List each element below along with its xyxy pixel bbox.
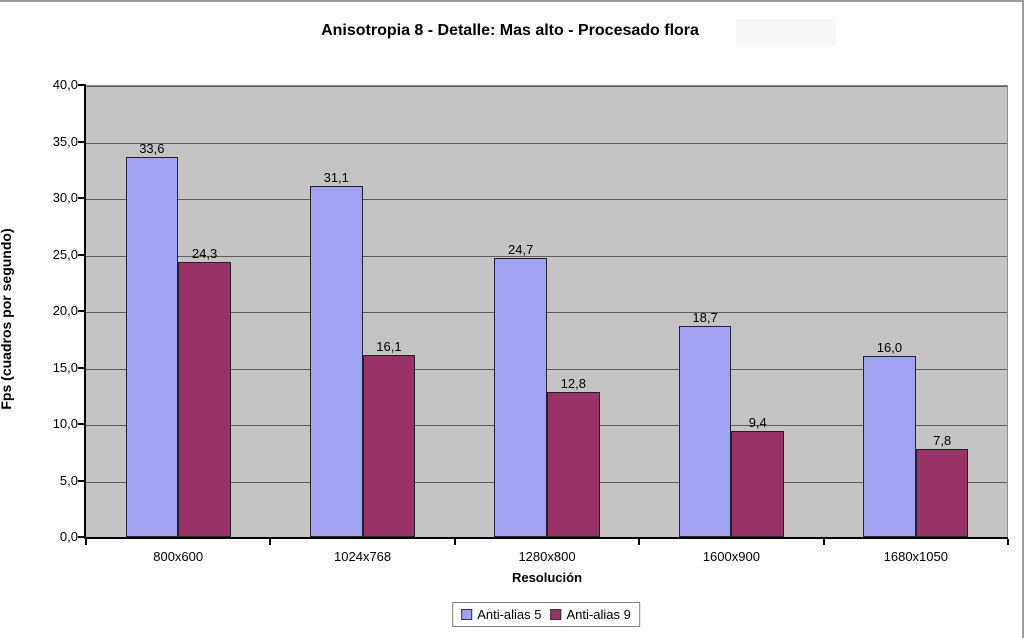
y-tick-mark xyxy=(78,197,84,199)
x-tick-mark xyxy=(638,539,641,545)
legend-swatch-icon xyxy=(461,609,473,620)
bar-anti-alias-5-1024x768 xyxy=(309,185,363,537)
bar-anti-alias-9-1280x800 xyxy=(547,392,600,537)
bar-anti-alias-5-1600x900 xyxy=(678,325,732,537)
bar-anti-alias-9-1024x768 xyxy=(362,355,416,537)
x-category-label-800x600: 800x600 xyxy=(153,549,204,564)
chart-title: Anisotropia 8 - Detalle: Mas alto - Proc… xyxy=(321,22,699,39)
x-category-label-1680x1050: 1680x1050 xyxy=(883,549,948,564)
y-tick-label-20,0: 20,0 xyxy=(52,303,78,318)
x-tick-mark xyxy=(269,539,272,545)
y-axis-line xyxy=(84,84,86,539)
y-tick-label-0,0: 0,0 xyxy=(59,529,78,544)
x-axis-line xyxy=(84,537,1008,539)
gridline-30,0 xyxy=(86,199,1007,200)
bar-value-label: 16,1 xyxy=(376,339,402,355)
y-tick-mark xyxy=(78,479,84,482)
y-tick-label-10,0: 10,0 xyxy=(52,416,78,431)
bar-anti-alias-9-1600x900 xyxy=(731,430,785,537)
gridline-40,0 xyxy=(86,86,1007,87)
legend-entry-anti-alias-9: Anti-alias 9 xyxy=(550,607,631,622)
x-axis-title: Resolución xyxy=(511,570,583,585)
y-tick-mark xyxy=(78,140,84,143)
gridline-25,0 xyxy=(86,255,1007,257)
bar-value-label: 12,8 xyxy=(560,376,586,392)
y-tick-label-15,0: 15,0 xyxy=(52,359,78,375)
y-tick-mark xyxy=(78,253,84,256)
bar-anti-alias-5-1280x800 xyxy=(494,257,547,537)
x-category-label-1280x800: 1280x800 xyxy=(518,549,576,564)
legend-swatch-icon xyxy=(550,609,562,620)
plot-area: 33,6 31,1 24,7 18,7 16,0 24,3 16,1 12,8 9,4 7,8 xyxy=(86,85,1008,537)
x-tick-mark xyxy=(453,539,456,545)
bar-anti-alias-5-1680x1050 xyxy=(863,356,916,537)
bar-anti-alias-5-800x600 xyxy=(125,157,179,537)
bar-value-label: 33,6 xyxy=(139,141,165,157)
bar-value-label: 24,3 xyxy=(191,246,218,262)
y-tick-mark xyxy=(78,366,84,369)
window-border-right xyxy=(1022,0,1024,638)
y-tick-label-5,0: 5,0 xyxy=(59,472,78,488)
bar-value-label: 7,8 xyxy=(933,432,952,448)
bar-value-label: 31,1 xyxy=(323,169,349,185)
bar-anti-alias-9-800x600 xyxy=(178,262,231,537)
x-category-label-1600x900: 1600x900 xyxy=(702,549,760,564)
y-tick-mark xyxy=(78,423,84,425)
y-tick-label-30,0: 30,0 xyxy=(52,190,78,205)
bar-value-label: 9,4 xyxy=(748,414,767,430)
gridline-35,0 xyxy=(86,142,1007,144)
window-border-top xyxy=(0,0,1024,2)
y-tick-mark xyxy=(78,310,84,312)
x-category-label-1024x768: 1024x768 xyxy=(334,549,392,564)
bar-anti-alias-9-1680x1050 xyxy=(915,448,969,537)
bar-value-label: 16,0 xyxy=(876,340,903,356)
y-tick-mark xyxy=(78,84,84,86)
y-tick-label-35,0: 35,0 xyxy=(52,133,78,149)
y-tick-mark xyxy=(78,536,84,538)
x-tick-mark xyxy=(85,539,87,545)
legend-entry-anti-alias-5: Anti-alias 5 xyxy=(461,607,542,622)
y-axis-title: Fps (cuadros por segundo) xyxy=(0,228,14,410)
legend-label: Anti-alias 9 xyxy=(566,607,631,622)
legend-label: Anti-alias 5 xyxy=(477,607,542,622)
bar-value-label: 24,7 xyxy=(508,241,534,257)
x-tick-mark xyxy=(1007,539,1009,545)
bar-value-label: 18,7 xyxy=(692,309,718,325)
y-tick-label-25,0: 25,0 xyxy=(52,246,78,262)
y-tick-label-40,0: 40,0 xyxy=(52,77,78,92)
legend: Anti-alias 5 Anti-alias 9 xyxy=(452,602,640,627)
title-highlight-artifact xyxy=(736,19,836,46)
x-tick-mark xyxy=(822,539,825,545)
